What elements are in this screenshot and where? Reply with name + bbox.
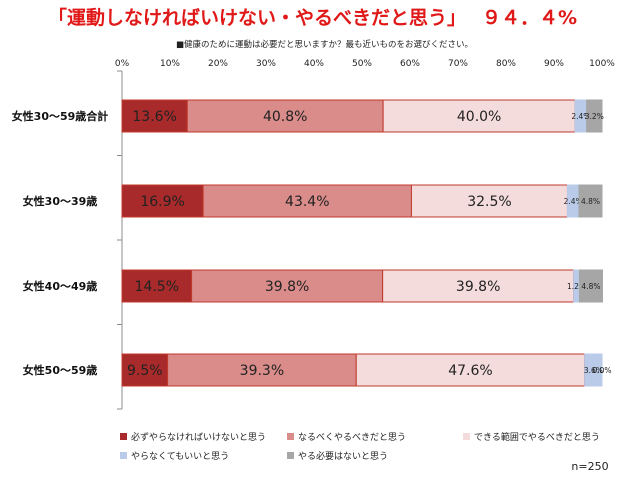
bar-value-label-small: 2.4% [564,197,583,206]
x-tick-label: 90% [544,59,564,69]
category-label: 女性40～49歳 [23,279,98,293]
bar-segment [578,184,603,218]
x-tick-label: 70% [448,59,468,69]
chart-title: 「運動しなければいけない・やるべきだと思う」 [48,6,466,29]
x-axis-ticks: 0% 10% 20% 30% 40% 50% 60% 70% 80% 90% 100% [115,59,615,69]
bar-value-label-small: 4.8% [581,197,600,206]
bar-value-label: 40.8% [263,109,307,125]
bar-segment [121,353,169,387]
legend-swatch [120,452,127,459]
bar-segment [121,269,193,303]
category-label: 女性30～39歳 [23,194,98,208]
bar-value-label: 13.6% [132,109,176,125]
bar-segment [121,99,188,133]
x-tick-label: 60% [400,59,420,69]
bar-segment [202,184,412,218]
bar-segment [191,269,384,303]
x-tick-label: 80% [496,59,516,69]
x-tick-label: 20% [208,59,228,69]
bar-segment [355,353,586,387]
x-tick-label: 0% [115,59,130,69]
bar-segment [167,353,357,387]
legend-label: なるべくやるべきだと思う [298,432,406,443]
category-label: 女性30～59歳合計 [12,109,109,123]
bar-value-label: 32.5% [467,194,511,210]
x-tick-label: 50% [352,59,372,69]
legend-label: やらなくてもいいと思う [131,451,229,462]
bar-value-label: 9.5% [127,363,163,379]
bar-segment [586,99,603,133]
bar-value-label: 39.3% [240,363,284,379]
legend: 必ずやらなければいけないと思う なるべくやるべきだと思う できる範囲でやるべきだと思… [120,431,600,462]
legend-swatch [287,452,294,459]
bar-segment [121,184,204,218]
x-tick-label: 40% [304,59,324,69]
category-label: 女性50～59歳 [23,363,98,377]
x-tick-label: 100% [589,59,615,69]
legend-swatch [463,433,470,440]
question-text: ■健康のために運動は必要だと思いますか？最も近いものをお選びください。 [176,39,473,50]
bar-value-label: 16.9% [140,194,184,210]
legend-label: やる必要はないと思う [298,450,388,462]
legend-label: 必ずやらなければいけないと思う [131,431,266,443]
bar-value-label-small: 0.0% [592,366,611,375]
bars: 13.6% 40.8% 40.0% 2.4%3.2%16.9% 43.4% 32.5% 2.… [121,99,612,387]
x-tick-label: 10% [160,59,180,69]
legend-swatch [120,433,127,440]
legend-label: できる範囲でやるべきだと思う [474,431,600,443]
sample-size: n=250 [571,460,608,473]
bar-value-label: 39.8% [265,279,309,295]
bar-value-label-small: 3.6% [584,366,603,375]
legend-swatch [287,433,294,440]
bar-value-label-small: 2.4% [571,112,590,121]
bar-value-label: 47.6% [448,363,492,379]
bar-value-label: 43.4% [285,194,329,210]
bar-value-label-small: 3.2% [585,112,604,121]
plot-area [117,70,123,410]
bar-segment [410,184,568,218]
bar-value-label-small: 1.2% [567,282,586,291]
bar-segment [584,353,603,387]
bar-segment [382,269,575,303]
bar-value-label: 14.5% [135,279,179,295]
chart-total: ９４．４% [482,7,577,29]
bar-segment [578,269,603,303]
x-tick-label: 30% [256,59,276,69]
bar-value-label: 40.0% [457,109,501,125]
bar-value-label-small: 4.8% [581,282,600,291]
bar-value-label: 39.8% [456,279,500,295]
